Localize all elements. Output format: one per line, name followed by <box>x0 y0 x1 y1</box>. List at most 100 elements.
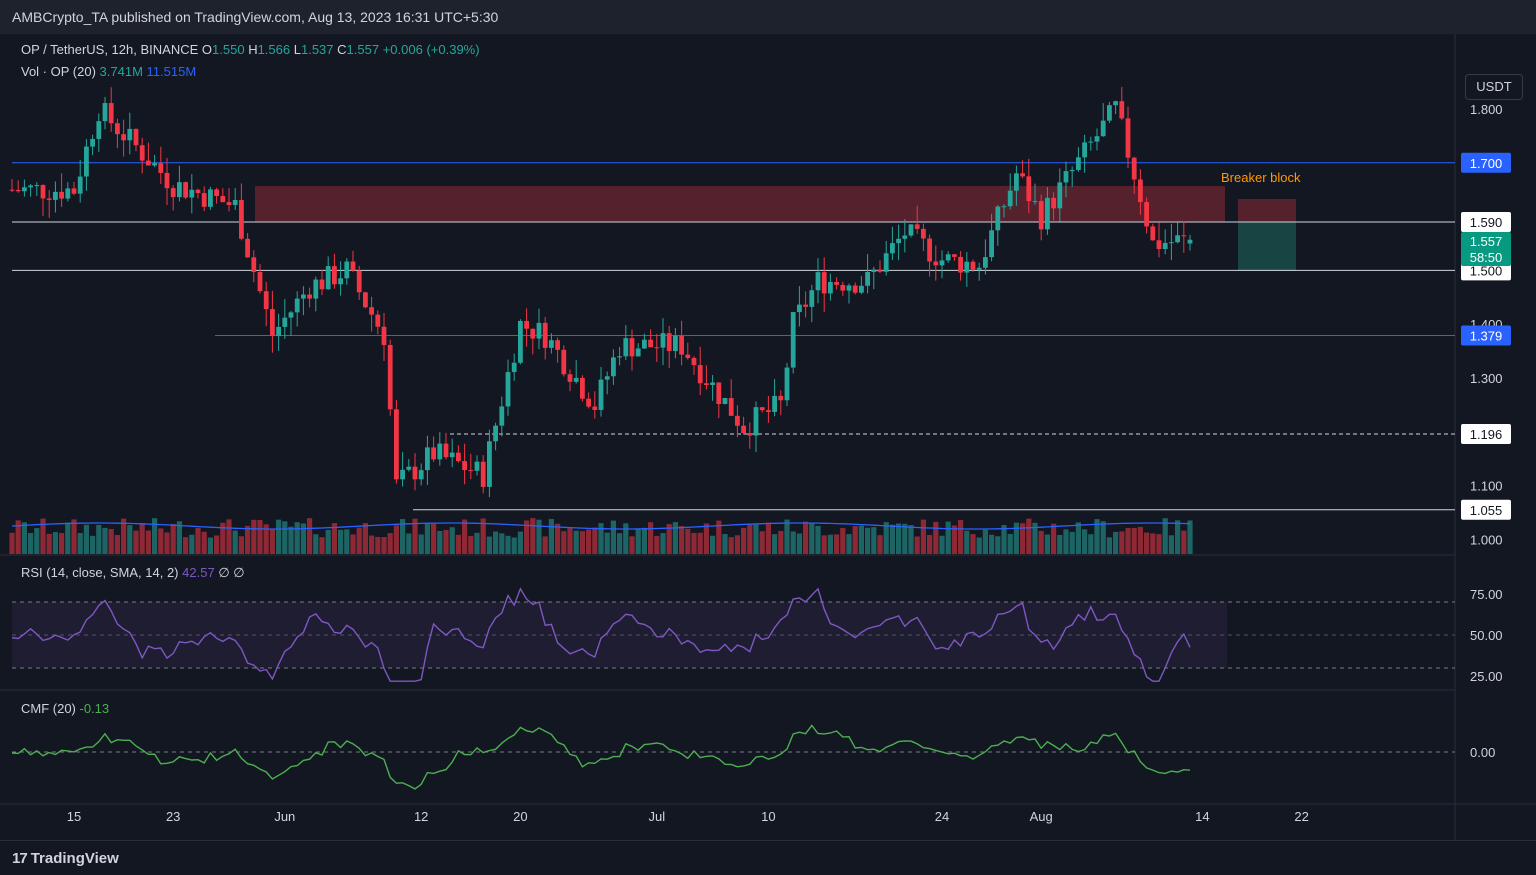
volume-bar <box>803 521 809 554</box>
volume-bar <box>1069 531 1075 554</box>
candle-body <box>394 409 399 480</box>
candle-body <box>518 320 523 363</box>
candle-body <box>493 425 498 442</box>
candle-body <box>232 200 238 205</box>
volume-bar <box>468 535 474 554</box>
volume-bar <box>133 530 139 554</box>
candle-body <box>611 357 616 377</box>
candle-body <box>1001 206 1007 208</box>
currency-button[interactable]: USDT <box>1465 74 1523 100</box>
candle-body <box>288 312 294 318</box>
rsi-label[interactable]: RSI (14, close, SMA, 14, 2) <box>21 565 179 580</box>
volume-bar <box>623 523 629 554</box>
volume-bar <box>666 524 672 554</box>
candle-body <box>1138 179 1143 203</box>
volume-bar <box>517 531 523 554</box>
volume-bar <box>1038 530 1044 554</box>
candle-body <box>1131 157 1137 180</box>
volume-bar <box>877 535 883 554</box>
chart-svg[interactable]: Breaker block 1.8001.4001.3001.1001.000 … <box>0 34 1536 840</box>
volume-bar <box>412 518 418 554</box>
level-label-text: 1.500 <box>1470 263 1503 278</box>
volume-bar <box>356 527 362 554</box>
volume-bar <box>375 536 381 554</box>
candle-body <box>201 193 207 207</box>
volume-bar <box>449 527 455 554</box>
candle-body <box>679 335 684 355</box>
volume-legend: Vol · OP (20) 3.741M 11.515M <box>21 64 196 79</box>
level-label-text: 1.590 <box>1470 215 1503 230</box>
candle-body <box>22 187 27 192</box>
volume-bar <box>369 535 375 554</box>
rsi-legend: RSI (14, close, SMA, 14, 2) 42.57 ∅ ∅ <box>21 565 245 581</box>
volume-bar <box>455 534 461 554</box>
volume-bar <box>96 524 102 554</box>
volume-bar <box>499 533 505 554</box>
candle-body <box>604 376 610 380</box>
volume-bar <box>840 528 846 554</box>
candle-body <box>728 398 734 416</box>
volume-bar <box>245 525 251 554</box>
candle-body <box>1187 239 1193 244</box>
volume-bar <box>207 537 213 554</box>
volume-bar <box>710 535 716 554</box>
rsi-line <box>11 587 1191 682</box>
volume-bar <box>220 522 226 554</box>
volume-bar <box>238 536 244 554</box>
candle-body <box>877 269 883 272</box>
candle-body <box>778 395 784 401</box>
candle-body <box>375 314 381 327</box>
volume-bar <box>759 531 765 554</box>
candle-body <box>983 257 988 268</box>
volume-bar <box>548 519 554 554</box>
candle-body <box>139 145 145 161</box>
volume-bar <box>46 533 52 554</box>
volume-bar <box>592 527 598 554</box>
volume-bar <box>9 532 15 554</box>
cmf-label[interactable]: CMF (20) <box>21 701 76 716</box>
chart-area[interactable]: Breaker block 1.800 1.400 1.300 1.100 1.000 … <box>0 34 1536 840</box>
symbol-label[interactable]: OP / TetherUS, 12h, BINANCE <box>21 42 199 57</box>
volume-bar <box>381 537 387 554</box>
candle-body <box>301 294 306 299</box>
volume-bar <box>90 535 96 554</box>
volume-bar <box>635 528 641 554</box>
candle-body <box>15 189 21 192</box>
candle-body <box>939 260 945 266</box>
candle-body <box>505 372 511 407</box>
candle-body <box>195 189 201 194</box>
volume-bar <box>77 532 83 554</box>
volume-bar <box>865 527 871 554</box>
candle-body <box>282 317 288 327</box>
volume-bar <box>927 534 933 554</box>
candle-body <box>1014 173 1019 191</box>
candle-body <box>115 123 120 135</box>
volume-bar <box>1001 525 1007 554</box>
candle-body <box>834 281 839 285</box>
volume-bar <box>834 534 840 554</box>
volume-bar <box>728 537 734 554</box>
volume-bar <box>201 531 207 554</box>
volume-bar <box>288 526 294 554</box>
volume-bar <box>896 523 902 554</box>
last-price-badge <box>1461 232 1511 266</box>
volume-bar <box>796 533 802 554</box>
candle-body <box>127 128 133 141</box>
candle-body <box>697 365 703 384</box>
volume-bar <box>1051 523 1057 554</box>
volume-bar <box>1181 530 1187 554</box>
candle-body <box>691 357 697 366</box>
rsi-tick-50: 50.00 <box>1470 628 1503 643</box>
candle-body <box>121 134 126 141</box>
volume-label[interactable]: Vol · OP (20) <box>21 64 96 79</box>
volume-bar <box>226 519 232 554</box>
candle-body <box>617 356 622 358</box>
volume-bar <box>815 525 821 554</box>
candle-body <box>716 382 722 404</box>
volume-bar <box>257 519 263 554</box>
volume-bar <box>152 518 158 554</box>
volume-bar <box>263 524 269 554</box>
volume-bar <box>871 527 877 554</box>
volume-bar <box>982 529 988 554</box>
tradingview-logo[interactable]: 17 TradingView <box>12 850 119 867</box>
